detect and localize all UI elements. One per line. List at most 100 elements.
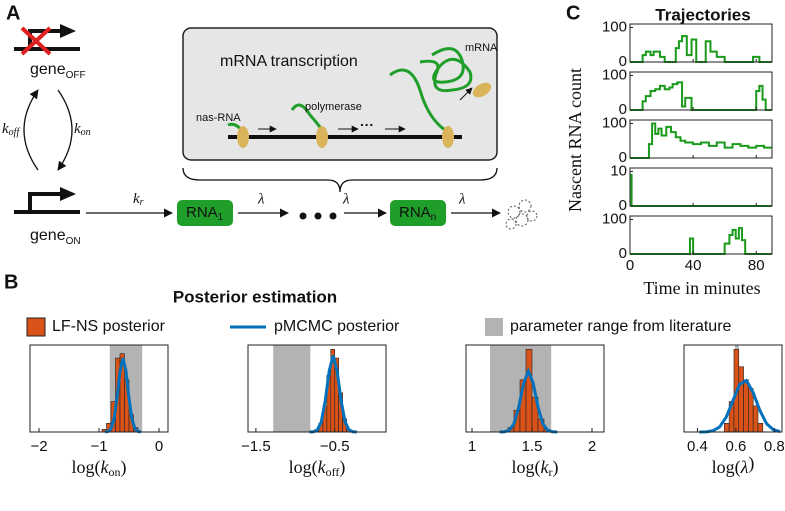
gene-on-label: geneON	[30, 227, 81, 246]
box-title: mRNA transcription	[220, 53, 358, 70]
posterior-curve	[104, 357, 142, 434]
polymerase-label: polymerase	[305, 101, 362, 113]
x-axis-label-part: )	[121, 457, 127, 478]
promoter-arrow	[28, 192, 62, 212]
y-axis-label: Nascent RNA count	[565, 68, 585, 212]
legend-patch	[485, 318, 503, 336]
posterior-curve	[309, 355, 357, 434]
x-axis-label-part: k	[101, 457, 110, 477]
label-sub: n	[431, 212, 437, 223]
rna-box	[177, 200, 233, 226]
posterior-curve	[699, 378, 781, 434]
x-tick-label: 80	[748, 257, 765, 274]
panel-c-head: C Trajectories Nascent RNA count Time in…	[565, 2, 761, 298]
x-axis-label: log(kr)	[512, 457, 559, 479]
y-tick-label: 10	[610, 162, 627, 179]
x-axis-label-part: log(	[72, 457, 101, 478]
axes-box	[629, 167, 773, 207]
label-sub: ON	[66, 236, 81, 247]
x-axis-label-part: )	[553, 457, 559, 478]
arrow	[459, 87, 473, 101]
k-on-label: kon	[74, 121, 91, 138]
x-axis-label-part: λ	[740, 457, 749, 477]
panel-title: Posterior estimation	[173, 287, 337, 306]
panel-letter: A	[6, 2, 20, 24]
x-tick-label: −0.5	[320, 438, 350, 455]
trajectory	[630, 122, 772, 159]
k-r-label: kr	[133, 191, 144, 208]
y-tick-label: 100	[602, 210, 627, 227]
y-tick-label: 100	[602, 114, 627, 131]
panel-a: A geneOFF koff kon geneON kr RNA1 λ λ RN…	[2, 2, 538, 247]
trajectory	[630, 35, 772, 63]
nas-rna-label: nas-RNA	[196, 112, 241, 124]
polymerase	[472, 82, 492, 98]
y-tick-label: 0	[619, 197, 627, 214]
x-axis-label-part: on	[109, 465, 121, 479]
histogram-bar	[748, 388, 754, 433]
posterior-curve	[499, 367, 558, 434]
label: k	[74, 121, 81, 137]
lambda-label: λ	[458, 191, 466, 207]
k-off-label: koff	[2, 121, 20, 138]
y-tick-label: 100	[602, 18, 627, 35]
dot	[299, 212, 307, 220]
rna-1-label: RNA1	[186, 204, 224, 223]
x-tick-label: 0.6	[725, 438, 746, 455]
panel-letter: B	[4, 271, 18, 293]
x-tick-label: 0.4	[687, 438, 708, 455]
histogram-bar	[738, 366, 744, 433]
panel-title: Trajectories	[655, 5, 750, 24]
panel-letter: C	[566, 2, 580, 24]
lambda-label: λ	[257, 191, 265, 207]
polymerase	[442, 126, 454, 148]
red-cross	[20, 26, 52, 56]
legend-label: LF-NS posterior	[52, 318, 166, 335]
brace	[182, 167, 498, 193]
x-axis-label-part: off	[326, 465, 340, 479]
axes-box	[629, 71, 773, 111]
x-axis-label-part: )	[748, 453, 754, 474]
axes-box	[465, 344, 605, 433]
y-tick-label: 0	[619, 245, 627, 262]
label-sub: 1	[218, 212, 224, 223]
histogram-bar	[743, 379, 749, 433]
legend-patch	[26, 317, 46, 337]
axes-box	[629, 119, 773, 159]
literature-range	[273, 345, 311, 432]
on-arrow	[57, 89, 73, 171]
polymerase	[316, 126, 328, 148]
y-tick-label: 0	[619, 53, 627, 70]
label: k	[133, 191, 140, 207]
degraded-rna	[505, 199, 538, 230]
x-tick-label: 2	[588, 438, 596, 455]
label-sub: r	[140, 197, 144, 208]
x-tick-label: 0.8	[764, 438, 785, 455]
mrna-label: mRNA	[465, 42, 498, 54]
dot	[329, 212, 337, 220]
x-axis-label-part: log(	[712, 457, 741, 478]
axes-box	[29, 344, 169, 433]
x-tick-label: 1.5	[522, 438, 543, 455]
dot	[314, 212, 322, 220]
label-sub: on	[81, 127, 91, 138]
y-tick-label: 100	[602, 66, 627, 83]
polymerase	[237, 126, 249, 148]
x-axis-label-part: k	[541, 457, 550, 477]
histogram-bar	[757, 422, 764, 433]
legend-label: parameter range from literature	[510, 318, 732, 335]
axes-box	[683, 344, 783, 433]
x-tick-label: 40	[685, 257, 702, 274]
axes-box	[629, 23, 773, 63]
trajectory	[630, 173, 772, 207]
label: gene	[30, 227, 66, 244]
x-tick-label: 0	[155, 438, 163, 455]
lambda-label: λ	[342, 191, 350, 207]
x-axis-label: log(kon)	[72, 457, 127, 479]
trajectory	[630, 81, 772, 111]
x-axis-label: log(koff)	[289, 457, 346, 479]
histogram-bar	[724, 422, 730, 433]
arrow-head	[60, 24, 76, 38]
x-tick-label: 1	[468, 438, 476, 455]
